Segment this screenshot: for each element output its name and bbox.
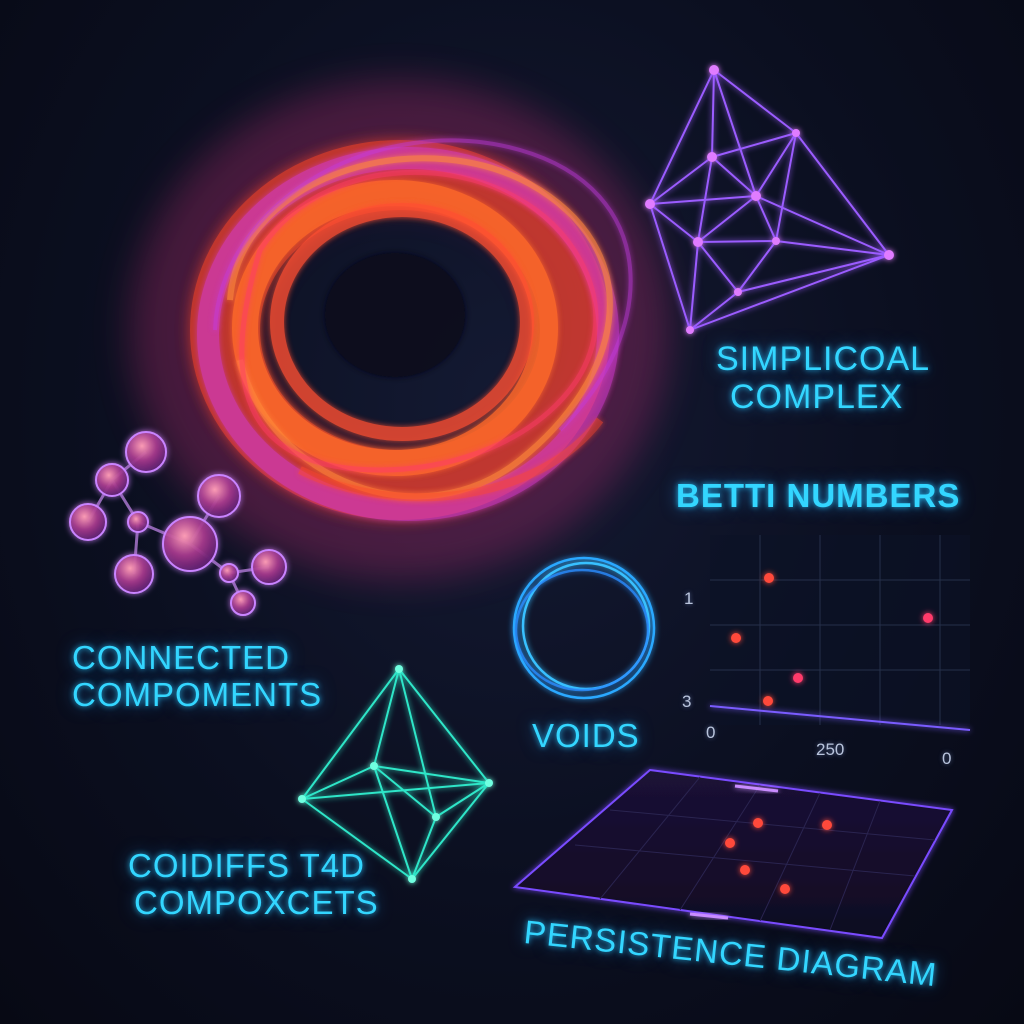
- betti-plot: [709, 535, 971, 731]
- persistence-point: [822, 820, 832, 830]
- simplicial-line-2: COMPLEX: [730, 378, 904, 417]
- betti-point: [923, 613, 933, 623]
- connected-line-2: COMPOMENTS: [72, 675, 323, 713]
- betti-x-tick: 250: [816, 740, 845, 759]
- voids-label: VOIDS: [532, 717, 640, 754]
- betti-point: [764, 573, 774, 583]
- simplicial-complex-graph: [645, 65, 894, 334]
- betti-y-tick: 1: [684, 589, 694, 608]
- connected-components-graph: [69, 431, 287, 616]
- betti-point: [793, 673, 803, 683]
- persistence-point: [725, 838, 735, 848]
- persistence-point: [753, 818, 763, 828]
- betti-point: [731, 633, 741, 643]
- connected-line-1: CONNECTED: [72, 639, 291, 676]
- voids-rings: [512, 556, 656, 700]
- persistence-point: [740, 865, 750, 875]
- torus-ring: [130, 80, 670, 580]
- cofaces-label: COIDIFFS T4D COMPOXCETS: [128, 847, 379, 922]
- betti-x-tick: 0: [706, 723, 716, 742]
- persistence-point: [780, 884, 790, 894]
- cofaces-line-2: COMPOXCETS: [134, 883, 379, 921]
- betti-numbers-label: BETTI NUMBERS: [676, 477, 961, 514]
- betti-x-axis: [709, 705, 971, 731]
- persistence-diagram-plane: [512, 768, 954, 940]
- betti-y-tick: 3: [682, 692, 692, 711]
- betti-point: [763, 696, 773, 706]
- simplicial-complex-label: SIMPLICOAL COMPLEX: [716, 340, 930, 416]
- betti-x-tick: 0: [942, 749, 952, 768]
- cofaces-polyhedron: [298, 665, 493, 883]
- simplicial-line-1: SIMPLICOAL: [716, 340, 931, 378]
- connected-components-label: CONNECTED COMPOMENTS: [72, 639, 323, 714]
- cofaces-line-1: COIDIFFS T4D: [128, 847, 365, 884]
